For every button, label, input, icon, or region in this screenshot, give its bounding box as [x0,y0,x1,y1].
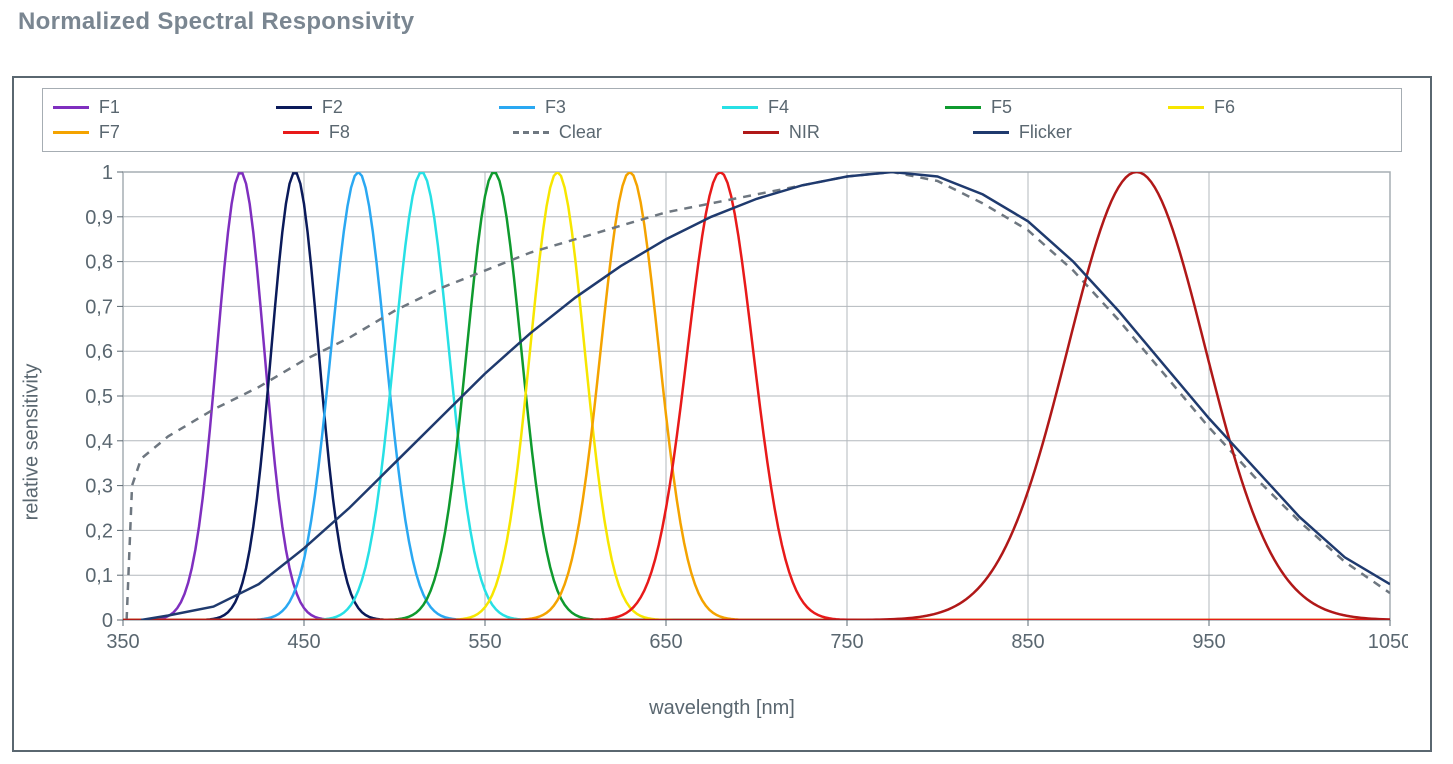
legend-swatch [513,131,549,134]
legend-swatch [53,106,89,109]
svg-text:0,9: 0,9 [85,207,113,229]
svg-text:1050: 1050 [1368,631,1408,653]
svg-text:1: 1 [102,162,113,184]
series-f1 [123,173,1390,620]
legend-item-f6: F6 [1168,97,1391,118]
y-axis-label: relative sensitivity [21,364,44,521]
legend-label: F5 [991,97,1012,118]
legend-label: F4 [768,97,789,118]
legend-label: F7 [99,122,120,143]
legend-label: F3 [545,97,566,118]
legend-swatch [499,106,535,109]
legend-item-f7: F7 [53,122,283,143]
svg-text:850: 850 [1011,631,1044,653]
legend-swatch [973,131,1009,134]
legend-item-flicker: Flicker [973,122,1203,143]
legend-swatch [283,131,319,134]
series-f2 [123,173,1390,620]
svg-text:0,2: 0,2 [85,520,113,542]
chart-svg: 0 0,1 0,2 0,3 0,4 0,5 0,6 0,7 0,8 0,9 1 350 450 550 65… [28,162,1408,682]
svg-text:550: 550 [468,631,501,653]
legend-swatch [945,106,981,109]
legend-swatch [53,131,89,134]
legend-label: F6 [1214,97,1235,118]
legend-label: Clear [559,122,602,143]
svg-text:450: 450 [287,631,320,653]
legend-item-clear: Clear [513,122,743,143]
legend-label: F1 [99,97,120,118]
svg-text:0,1: 0,1 [85,565,113,587]
legend-swatch [743,131,779,134]
svg-text:0,6: 0,6 [85,341,113,363]
legend-swatch [276,106,312,109]
legend-item-nir: NIR [743,122,973,143]
svg-text:0,5: 0,5 [85,386,113,408]
legend-label: Flicker [1019,122,1072,143]
page-title: Normalized Spectral Responsivity [18,8,414,36]
svg-text:350: 350 [106,631,139,653]
svg-text:750: 750 [830,631,863,653]
legend-item-f2: F2 [276,97,499,118]
legend-swatch [722,106,758,109]
legend-label: NIR [789,122,820,143]
svg-text:950: 950 [1192,631,1225,653]
legend-item-f4: F4 [722,97,945,118]
legend-item-f3: F3 [499,97,722,118]
svg-text:0,4: 0,4 [85,431,113,453]
svg-text:650: 650 [649,631,682,653]
legend-item-f1: F1 [53,97,276,118]
svg-text:0,8: 0,8 [85,252,113,274]
x-axis-label: wavelength [nm] [649,697,795,720]
svg-text:0,7: 0,7 [85,296,113,318]
legend-item-f8: F8 [283,122,513,143]
plot-area: relative sensitivity 00,10,20,30,40,50,6… [28,162,1416,722]
svg-text:0,3: 0,3 [85,476,113,498]
legend-label: F2 [322,97,343,118]
legend-item-f5: F5 [945,97,1168,118]
chart-frame: F1 F2 F3 F4 F5 F6 F7 F8 Clear NIR Flicker relativ… [12,76,1432,752]
legend-label: F8 [329,122,350,143]
legend-swatch [1168,106,1204,109]
legend: F1 F2 F3 F4 F5 F6 F7 F8 Clear NIR Flicker [42,88,1402,152]
svg-text:0: 0 [102,610,113,632]
